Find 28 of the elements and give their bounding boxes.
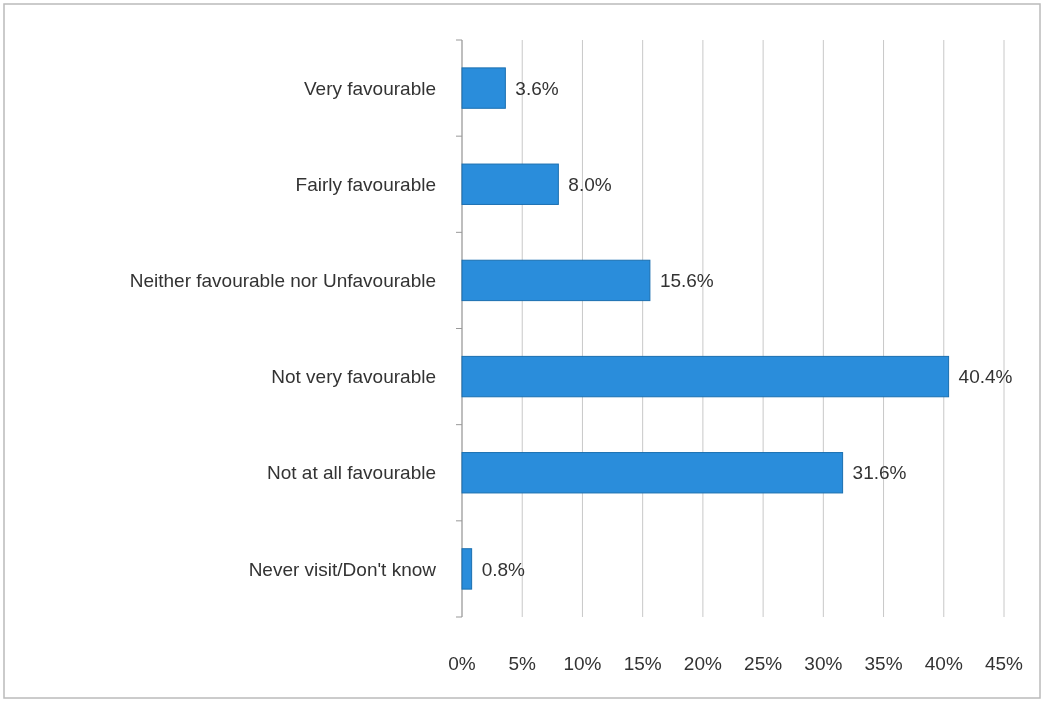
data-label: 8.0%: [568, 173, 612, 195]
data-label: 31.6%: [852, 462, 907, 484]
x-tick-label: 5%: [508, 653, 537, 674]
data-label: 3.6%: [515, 77, 559, 99]
bar: [461, 67, 506, 109]
bar: [461, 355, 950, 398]
bar: [461, 548, 473, 590]
bar: [461, 452, 844, 494]
x-tick-label: 35%: [864, 653, 903, 674]
x-tick-label: 40%: [924, 653, 963, 674]
y-tick-label: Never visit/Don't know: [248, 558, 437, 580]
y-tick-label: Very favourable: [303, 77, 436, 99]
x-tick-label: 25%: [744, 653, 783, 674]
x-tick-label: 20%: [683, 653, 723, 674]
x-tick-label: 15%: [623, 653, 662, 674]
y-tick-label: Neither favourable nor Unfavourable: [129, 270, 436, 292]
bar: [461, 163, 559, 205]
data-label: 40.4%: [958, 366, 1013, 388]
data-label: 15.6%: [659, 270, 714, 292]
data-label: 0.8%: [481, 558, 526, 580]
y-tick-label: Fairly favourable: [295, 173, 436, 195]
bar: [461, 259, 651, 302]
y-tick-label: Not very favourable: [271, 366, 436, 388]
x-tick-label: 0%: [448, 653, 476, 674]
x-tick-label: 30%: [804, 653, 843, 674]
x-tick-label: 45%: [984, 653, 1024, 674]
x-tick-label: 10%: [563, 653, 602, 674]
y-tick-label: Not at all favourable: [267, 462, 436, 484]
